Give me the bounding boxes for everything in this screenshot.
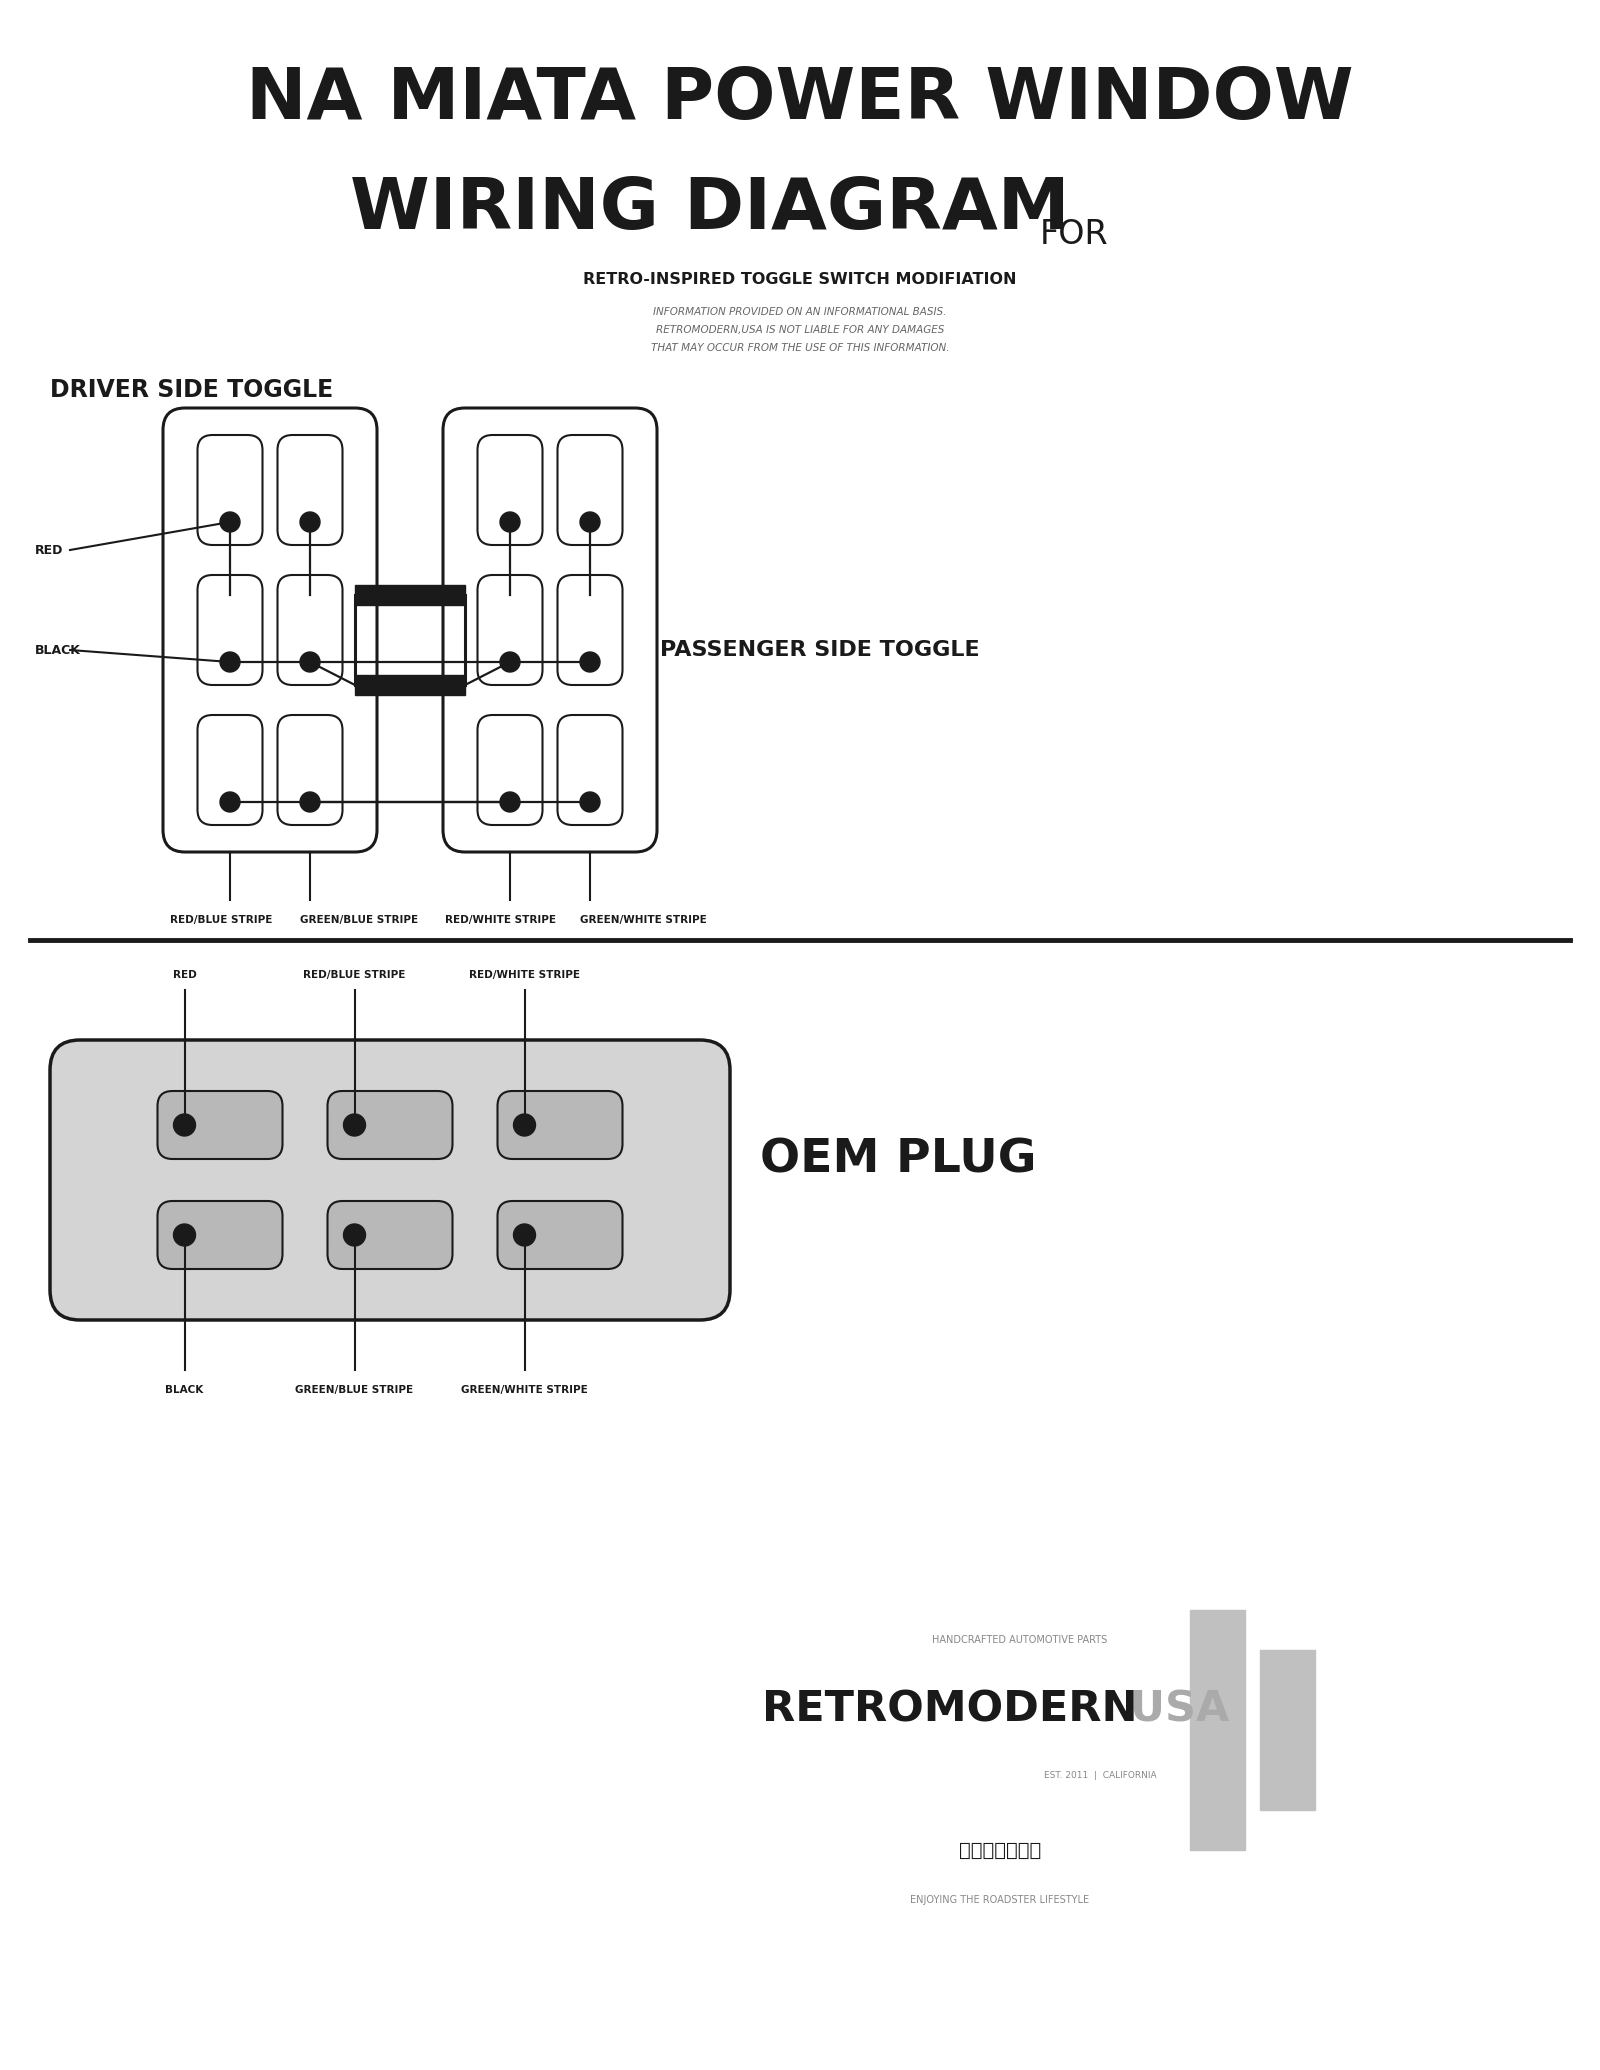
Text: INFORMATION PROVIDED ON AN INFORMATIONAL BASIS.: INFORMATION PROVIDED ON AN INFORMATIONAL… (653, 306, 947, 317)
Text: DRIVER SIDE TOGGLE: DRIVER SIDE TOGGLE (50, 379, 333, 402)
Text: RED/WHITE STRIPE: RED/WHITE STRIPE (445, 915, 557, 925)
FancyBboxPatch shape (557, 435, 622, 544)
Text: RED/BLUE STRIPE: RED/BLUE STRIPE (304, 971, 406, 979)
FancyBboxPatch shape (498, 1201, 622, 1269)
Circle shape (579, 511, 600, 532)
FancyBboxPatch shape (328, 1091, 453, 1159)
FancyBboxPatch shape (443, 408, 658, 853)
Circle shape (499, 793, 520, 811)
Circle shape (221, 511, 240, 532)
Circle shape (344, 1114, 365, 1136)
Text: OEM PLUG: OEM PLUG (760, 1138, 1037, 1182)
Text: USA: USA (1130, 1689, 1230, 1731)
Text: PASSENGER SIDE TOGGLE: PASSENGER SIDE TOGGLE (661, 640, 979, 660)
Text: BLACK: BLACK (165, 1385, 203, 1395)
FancyBboxPatch shape (157, 1091, 283, 1159)
Text: GREEN/BLUE STRIPE: GREEN/BLUE STRIPE (301, 915, 418, 925)
FancyBboxPatch shape (277, 714, 342, 826)
Text: BLACK: BLACK (35, 644, 82, 656)
Circle shape (173, 1114, 195, 1136)
FancyBboxPatch shape (277, 435, 342, 544)
Text: THAT MAY OCCUR FROM THE USE OF THIS INFORMATION.: THAT MAY OCCUR FROM THE USE OF THIS INFO… (651, 344, 949, 354)
Text: EST. 2011  |  CALIFORNIA: EST. 2011 | CALIFORNIA (1043, 1770, 1157, 1780)
Text: RETROMODERN,USA IS NOT LIABLE FOR ANY DAMAGES: RETROMODERN,USA IS NOT LIABLE FOR ANY DA… (656, 325, 944, 335)
Text: RED: RED (35, 544, 64, 557)
FancyBboxPatch shape (197, 575, 262, 685)
Text: RED/BLUE STRIPE: RED/BLUE STRIPE (170, 915, 272, 925)
FancyBboxPatch shape (498, 1091, 622, 1159)
Circle shape (301, 652, 320, 673)
Circle shape (499, 652, 520, 673)
FancyBboxPatch shape (477, 435, 542, 544)
FancyBboxPatch shape (50, 1039, 730, 1321)
Circle shape (301, 793, 320, 811)
Text: 青い空を愛する: 青い空を愛する (958, 1840, 1042, 1859)
Circle shape (344, 1223, 365, 1246)
FancyBboxPatch shape (197, 435, 262, 544)
Text: GREEN/WHITE STRIPE: GREEN/WHITE STRIPE (461, 1385, 587, 1395)
Circle shape (514, 1114, 536, 1136)
FancyBboxPatch shape (477, 714, 542, 826)
FancyBboxPatch shape (477, 575, 542, 685)
FancyBboxPatch shape (557, 575, 622, 685)
FancyBboxPatch shape (197, 714, 262, 826)
FancyBboxPatch shape (163, 408, 378, 853)
FancyBboxPatch shape (277, 575, 342, 685)
Text: WIRING DIAGRAM: WIRING DIAGRAM (350, 176, 1070, 244)
FancyBboxPatch shape (157, 1201, 283, 1269)
Circle shape (579, 793, 600, 811)
Text: RETROMODERN: RETROMODERN (762, 1689, 1138, 1731)
Text: FOR: FOR (1040, 219, 1109, 250)
Bar (355, 675, 466, 696)
Text: NA MIATA POWER WINDOW: NA MIATA POWER WINDOW (246, 66, 1354, 135)
Text: GREEN/BLUE STRIPE: GREEN/BLUE STRIPE (296, 1385, 413, 1395)
Circle shape (221, 793, 240, 811)
Bar (355, 586, 466, 604)
Circle shape (579, 652, 600, 673)
Text: GREEN/WHITE STRIPE: GREEN/WHITE STRIPE (579, 915, 707, 925)
Text: RETRO-INSPIRED TOGGLE SWITCH MODIFIATION: RETRO-INSPIRED TOGGLE SWITCH MODIFIATION (584, 273, 1016, 288)
Bar (1190, 1610, 1245, 1851)
Text: HANDCRAFTED AUTOMOTIVE PARTS: HANDCRAFTED AUTOMOTIVE PARTS (933, 1635, 1107, 1646)
FancyBboxPatch shape (557, 714, 622, 826)
Text: RED/WHITE STRIPE: RED/WHITE STRIPE (469, 971, 579, 979)
Text: RED: RED (173, 971, 197, 979)
Circle shape (514, 1223, 536, 1246)
Circle shape (499, 511, 520, 532)
Bar (1261, 1650, 1315, 1809)
Circle shape (221, 652, 240, 673)
Circle shape (173, 1223, 195, 1246)
Circle shape (301, 511, 320, 532)
Text: ENJOYING THE ROADSTER LIFESTYLE: ENJOYING THE ROADSTER LIFESTYLE (910, 1894, 1090, 1904)
FancyBboxPatch shape (328, 1201, 453, 1269)
